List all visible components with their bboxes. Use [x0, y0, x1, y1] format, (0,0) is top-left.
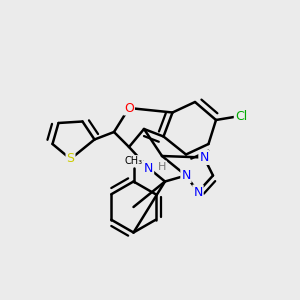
Text: N: N: [199, 151, 209, 164]
Text: N: N: [193, 185, 203, 199]
Text: CH₃: CH₃: [124, 156, 142, 166]
Text: H: H: [158, 161, 166, 172]
Text: Cl: Cl: [235, 110, 247, 124]
Text: N: N: [144, 161, 153, 175]
Text: N: N: [181, 169, 191, 182]
Text: S: S: [67, 152, 74, 166]
Text: O: O: [124, 101, 134, 115]
